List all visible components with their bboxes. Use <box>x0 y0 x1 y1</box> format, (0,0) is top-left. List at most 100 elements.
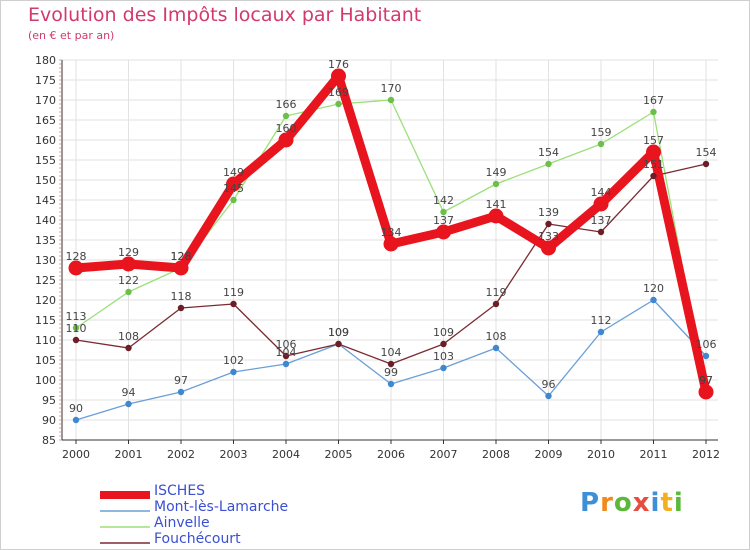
series-point-0 <box>230 368 237 376</box>
legend-swatch-isches <box>100 491 150 499</box>
series-point-1 <box>545 160 552 168</box>
data-label-3: 149 <box>223 166 244 179</box>
series-point-1 <box>492 180 500 188</box>
y-tick-label: 155 <box>35 154 56 167</box>
data-label-2: 119 <box>223 286 244 299</box>
x-tick-label: 2004 <box>272 448 300 461</box>
data-label-0: 96 <box>542 378 556 391</box>
y-tick-label: 125 <box>35 274 56 287</box>
data-label-1: 166 <box>276 98 297 111</box>
series-point-0 <box>125 400 132 408</box>
series-point-2 <box>177 304 185 312</box>
series-point-1 <box>597 140 605 148</box>
legend-swatch-mont-les-lamarche <box>100 510 150 512</box>
data-label-0: 99 <box>384 366 398 379</box>
series-point-2 <box>597 228 605 236</box>
logo-letter: i <box>650 488 661 518</box>
legend-swatch-fouchecourt <box>100 542 150 544</box>
data-label-1: 167 <box>643 94 664 107</box>
y-tick-label: 100 <box>35 374 56 387</box>
series-point-3 <box>68 260 84 276</box>
y-tick-label: 130 <box>35 254 56 267</box>
series-point-0 <box>72 416 80 424</box>
data-label-2: 154 <box>696 146 717 159</box>
series-point-2 <box>650 172 657 180</box>
series-point-0 <box>702 352 710 360</box>
y-tick-label: 170 <box>35 94 56 107</box>
logo-letter: P <box>580 488 601 518</box>
logo-letter: i <box>673 488 684 518</box>
series-point-3 <box>488 208 504 224</box>
data-label-2: 151 <box>643 158 664 171</box>
series-point-0 <box>545 392 552 400</box>
series-point-1 <box>230 196 237 204</box>
data-label-0: 109 <box>328 326 349 339</box>
series-point-2 <box>387 360 395 368</box>
series-point-2 <box>230 300 237 308</box>
series-point-2 <box>335 340 342 348</box>
legend-label-mont-les-lamarche: Mont-lès-Lamarche <box>154 499 289 515</box>
y-tick-label: 105 <box>35 354 56 367</box>
data-label-0: 120 <box>643 282 664 295</box>
data-label-3: 128 <box>66 250 87 263</box>
data-label-0: 106 <box>696 338 717 351</box>
series-point-1 <box>335 100 342 108</box>
legend-label-ainvelle: Ainvelle <box>154 515 210 531</box>
data-label-3: 141 <box>486 198 507 211</box>
data-label-3: 144 <box>591 186 612 199</box>
data-label-1: 149 <box>486 166 507 179</box>
data-label-0: 94 <box>122 386 136 399</box>
logo-letter: x <box>632 488 651 518</box>
data-label-2: 137 <box>591 214 612 227</box>
series-point-3 <box>593 196 609 212</box>
data-label-2: 139 <box>538 206 559 219</box>
data-label-1: 170 <box>381 82 402 95</box>
data-label-0: 97 <box>174 374 188 387</box>
data-label-2: 108 <box>118 330 139 343</box>
series-point-0 <box>492 344 500 352</box>
data-label-2: 118 <box>171 290 192 303</box>
x-tick-label: 2001 <box>115 448 143 461</box>
series-point-3 <box>278 132 294 148</box>
series-point-2 <box>125 344 132 352</box>
series-point-1 <box>125 288 132 296</box>
series-point-1 <box>387 96 395 104</box>
chart-title: Evolution des Impôts locaux par Habitant <box>28 4 422 26</box>
data-label-3: 129 <box>118 246 139 259</box>
y-tick-label: 145 <box>35 194 56 207</box>
series-point-3 <box>121 256 136 272</box>
x-tick-label: 2006 <box>377 448 405 461</box>
data-label-2: 119 <box>486 286 507 299</box>
y-tick-label: 120 <box>35 294 56 307</box>
data-label-0: 104 <box>276 346 297 359</box>
x-tick-label: 2009 <box>535 448 563 461</box>
series-point-0 <box>650 296 657 304</box>
series-point-3 <box>436 224 451 240</box>
y-tick-label: 175 <box>35 74 56 87</box>
data-label-3: 160 <box>276 122 297 135</box>
data-label-0: 103 <box>433 350 454 363</box>
series-point-3 <box>331 68 346 84</box>
series-point-3 <box>646 144 661 160</box>
x-tick-label: 2010 <box>587 448 615 461</box>
x-tick-label: 2008 <box>482 448 510 461</box>
data-label-3: 137 <box>433 214 454 227</box>
series-point-0 <box>440 364 447 372</box>
series-point-0 <box>282 360 290 368</box>
data-label-3: 97 <box>699 374 713 387</box>
data-label-0: 102 <box>223 354 244 367</box>
data-label-2: 106 <box>276 338 297 351</box>
data-label-0: 108 <box>486 330 507 343</box>
legend-swatch-ainvelle <box>100 526 150 528</box>
series-point-1 <box>282 112 290 120</box>
x-tick-label: 2005 <box>325 448 353 461</box>
series-point-2 <box>545 220 552 228</box>
data-label-3: 157 <box>643 134 664 147</box>
y-tick-label: 160 <box>35 134 56 147</box>
series-point-3 <box>541 240 556 256</box>
x-tick-label: 2003 <box>220 448 248 461</box>
series-point-2 <box>492 300 500 308</box>
series-point-2 <box>440 340 447 348</box>
y-tick-label: 90 <box>42 414 56 427</box>
